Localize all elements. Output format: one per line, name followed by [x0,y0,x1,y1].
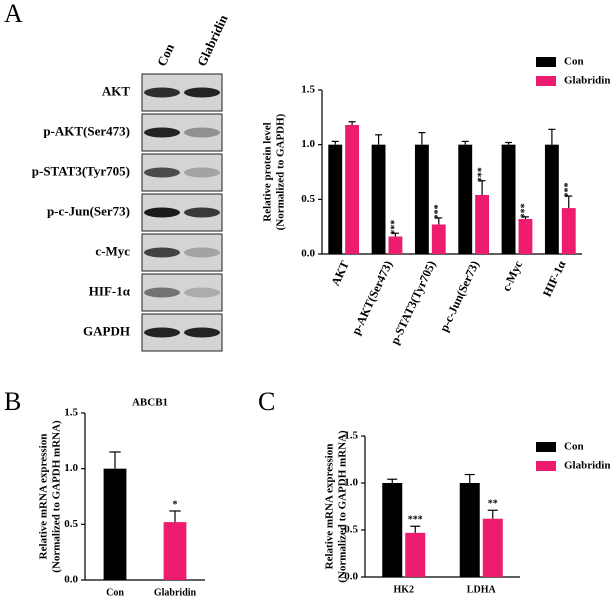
blot-band [184,167,220,178]
bar [482,518,503,577]
significance: *** [433,204,444,219]
y-axis-label: (Normalized to GAPDH mRNA) [51,420,63,573]
blot-band [144,87,180,98]
blot-band [144,207,180,218]
y-tick-label: 1.0 [344,477,358,489]
significance: ** [488,499,498,510]
blot-row-label: AKT [102,83,131,98]
x-tick-label: p-c-Jun(Ser73) [437,259,482,334]
blot-band [144,287,180,298]
blot-band [184,247,220,258]
x-tick-label: p-AKT(Ser473) [349,259,395,337]
blot-band [184,327,220,338]
bar [388,236,403,254]
x-tick-label: HIF-1α [540,258,569,299]
bar [475,194,490,254]
y-axis-label: (Normalized to GAPDH mRNA) [337,430,349,583]
bar [561,208,576,254]
y-tick-label: 1.0 [301,138,315,150]
y-tick-label: 1.5 [64,407,78,419]
x-tick-label: Glabridin [154,587,197,598]
bar [544,144,559,254]
x-tick-label: p-STAT3(Tyr705) [388,259,439,347]
significance: *** [520,203,531,218]
legend-swatch [536,57,556,67]
bar [458,144,473,254]
y-axis-label: Relative protein level [262,122,274,221]
significance: * [173,499,178,510]
y-tick-label: 1.0 [64,462,78,474]
bar [371,144,386,254]
bar [405,532,426,577]
significance: *** [476,167,487,182]
legend-label: Glabridin [564,460,610,472]
panel-letter: C [258,387,275,416]
bar [518,219,533,254]
significance: *** [408,515,423,526]
y-tick-label: 1.5 [344,430,358,442]
western-blot: Con Glabridin AKT p-AKT(Ser473) p-STAT3(Tyr7… [32,12,231,352]
legend-label: Glabridin [564,75,610,87]
y-axis-label: Relative mRNA expression [324,444,336,570]
y-tick-label: 0.5 [301,193,315,205]
legend-label: Con [564,56,584,68]
blot-column-label: Glabridin [194,12,231,69]
y-axis-label: Relative mRNA expression [38,434,50,560]
blot-band [184,87,220,98]
blot-band [184,287,220,298]
legend-swatch [536,76,556,86]
blot-band [144,327,180,338]
panel-letter: B [4,387,21,416]
x-tick-label: LDHA [467,584,497,595]
bar [345,124,360,254]
x-tick-label: c-Myc [499,258,525,294]
blot-row-label: GAPDH [83,323,130,338]
bar [501,144,516,254]
x-tick-label: HK2 [393,584,414,595]
y-tick-label: 0.0 [301,248,315,260]
bar [431,224,446,254]
blot-band [184,207,220,218]
blot-row-label: p-AKT(Ser473) [43,123,130,138]
blot-row-label: p-STAT3(Tyr705) [32,163,130,178]
x-tick-label: Con [106,587,124,598]
x-tick-label: AKT [328,259,352,288]
legend-swatch [536,442,556,452]
y-tick-label: 1.5 [301,84,315,96]
y-tick-label: 0.5 [344,524,358,536]
y-tick-label: 0.5 [64,518,78,530]
bar [328,144,343,254]
blot-column-label: Con [154,41,178,69]
legend-label: Con [564,441,584,453]
bar [103,468,127,580]
y-tick-label: 0.0 [344,571,358,583]
chart-title: ABCB1 [132,397,168,409]
panel-letter: A [4,0,23,28]
bar [414,144,429,254]
blot-band [144,247,180,258]
bar [163,522,187,580]
blot-box [141,273,223,312]
blot-row-label: p-c-Jun(Ser73) [47,203,130,218]
blot-row-label: HIF-1α [89,283,131,298]
bar [382,483,403,577]
legend-swatch [536,461,556,471]
y-tick-label: 0.0 [64,574,78,586]
blot-band [184,127,220,138]
significance: *** [390,220,401,235]
y-axis-label: (Normalized to GAPDH) [275,113,287,230]
significance: *** [563,183,574,198]
blot-band [144,167,180,178]
bar [459,483,480,577]
blot-row-label: c-Myc [95,243,130,258]
blot-band [144,127,180,138]
